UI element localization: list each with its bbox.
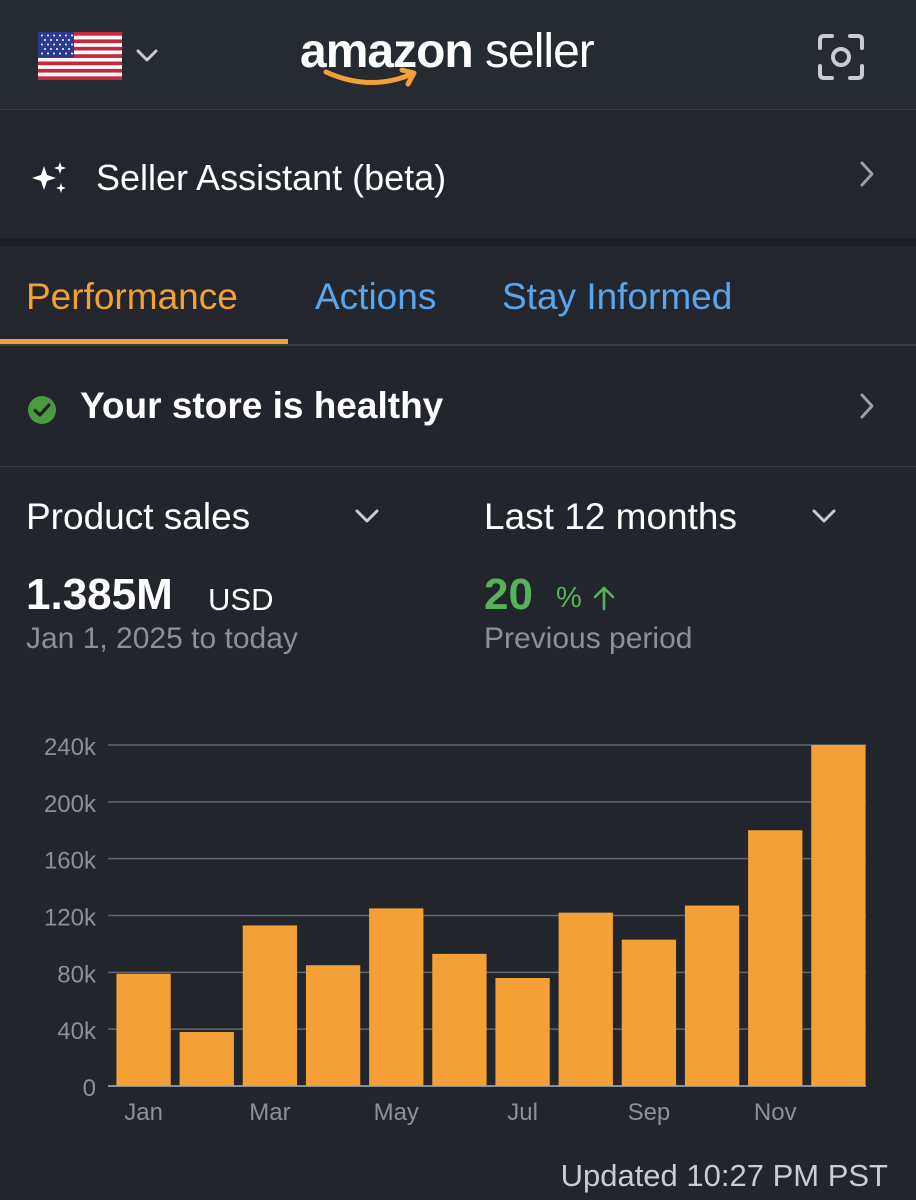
comparison-label: Previous period [484,622,693,655]
date-range: Jan 1, 2025 to today [26,622,298,655]
store-health-row[interactable] [0,346,916,467]
store-health-label: Your store is healthy [80,385,444,426]
arrow-up-icon [593,586,615,611]
tab-stay-informed[interactable]: Stay Informed [502,276,733,317]
logo-light-text: seller [472,25,595,78]
tab-performance[interactable]: Performance [26,276,238,317]
bar-jul [495,978,550,1086]
check-circle-icon [28,396,56,424]
tab-actions[interactable]: Actions [315,276,437,317]
sales-bar-chart: 0 40k 80k 120k 160k 200k 240k Jan Mar May Jul Sep No… [44,734,866,1126]
bar-may [369,908,424,1086]
chevron-down-icon [136,49,158,62]
chevron-down-icon[interactable] [812,508,836,524]
bar-nov [748,830,803,1086]
x-tick-label: Jul [507,1099,538,1126]
change-unit: % [556,582,582,614]
period-dropdown[interactable]: Last 12 months [484,496,737,537]
x-tick-label: Sep [628,1099,671,1126]
y-tick-label: 160k [44,848,97,875]
tab-bar [0,246,916,346]
logo-bold-text: amazon [300,25,474,78]
section-divider [0,238,916,246]
amazon-seller-logo: amazon seller [300,24,620,94]
x-tick-label: Mar [249,1099,290,1126]
bar-jun [432,953,487,1086]
updated-timestamp: Updated 10:27 PM PST [560,1158,888,1193]
chevron-right-icon [860,393,874,419]
seller-assistant-label: Seller Assistant (beta) [96,157,447,198]
sales-unit: USD [208,582,274,617]
smile-arrow-icon [323,67,417,87]
sparkle-icon [32,162,66,193]
bar-sep [621,939,677,1086]
marketplace-selector[interactable] [38,32,158,80]
chevron-down-icon[interactable] [355,508,379,524]
us-flag-icon [38,32,122,80]
y-tick-label: 40k [57,1018,97,1045]
sales-value: 1.385M [26,570,173,619]
y-tick-label: 120k [44,905,97,932]
active-tab-indicator [0,339,288,344]
y-tick-label: 0 [83,1075,96,1102]
camera-scan-icon[interactable] [816,32,866,82]
chevron-right-icon [860,161,874,187]
seller-assistant-row[interactable] [0,110,916,238]
bar-aug [558,912,613,1086]
y-tick-label: 200k [44,791,97,818]
metric-dropdown[interactable]: Product sales [26,496,251,537]
y-tick-label: 240k [44,734,97,761]
bar-jan [116,973,171,1086]
bar-mar [242,925,298,1086]
bar-dec [811,745,866,1086]
change-value: 20 [484,570,533,619]
x-tick-label: May [374,1099,419,1126]
bar-feb [179,1032,234,1086]
bar-oct [684,905,740,1086]
x-tick-label: Jan [124,1099,163,1126]
bar-apr [305,965,361,1086]
y-tick-label: 80k [57,961,97,988]
x-tick-label: Nov [754,1099,797,1126]
